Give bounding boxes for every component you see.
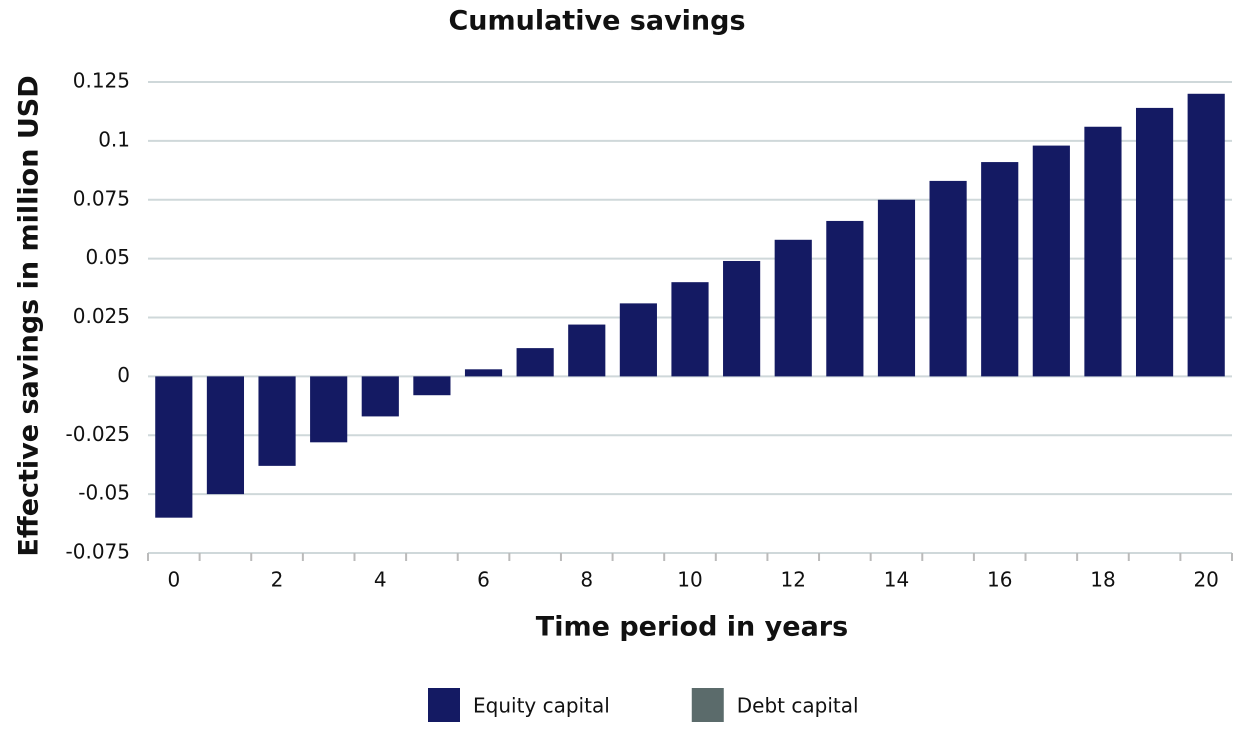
bar [310, 376, 348, 443]
chart-title: Cumulative savings [448, 6, 745, 37]
bar [981, 162, 1019, 377]
y-tick-label: 0.05 [85, 245, 130, 269]
bar [723, 260, 761, 377]
bar [877, 199, 916, 377]
y-tick-label: 0 [117, 363, 130, 387]
legend-swatch [428, 688, 460, 722]
y-tick-label: 0.1 [98, 127, 130, 151]
y-tick-label: 0.025 [73, 304, 130, 328]
x-axis-label: Time period in years [536, 612, 848, 643]
bar [1187, 93, 1225, 377]
legend-swatch [691, 688, 724, 722]
y-tick-label: 0.125 [73, 69, 130, 93]
x-tick-label: 8 [580, 568, 593, 592]
bar [413, 376, 451, 396]
bar [361, 376, 399, 417]
y-tick-label: 0.075 [73, 186, 130, 210]
bar [671, 282, 709, 377]
bar [155, 376, 193, 518]
x-tick-label: 16 [987, 568, 1012, 592]
bar [206, 376, 245, 495]
y-axis-label: Effective savings in million USD [14, 75, 45, 556]
x-tick-label: 2 [271, 568, 284, 592]
x-tick-label: 20 [1193, 568, 1218, 592]
x-tick-label: 0 [167, 568, 180, 592]
legend-label: Debt capital [737, 694, 859, 718]
x-tick-label: 10 [677, 568, 702, 592]
legend-label: Equity capital [473, 694, 610, 718]
bar [619, 303, 657, 377]
x-tick-label: 18 [1090, 568, 1115, 592]
x-tick-label: 4 [374, 568, 387, 592]
bar [258, 376, 296, 466]
x-tick-label: 6 [477, 568, 490, 592]
bar [516, 348, 554, 377]
y-tick-label: -0.05 [78, 481, 130, 505]
bar [568, 324, 606, 377]
bar [1032, 145, 1070, 377]
bar [464, 369, 503, 377]
bar [1135, 107, 1174, 377]
x-tick-label: 12 [781, 568, 806, 592]
y-tick-label: -0.025 [66, 422, 130, 446]
bar [929, 180, 967, 377]
x-tick-label: 14 [884, 568, 909, 592]
y-tick-label: -0.075 [66, 540, 130, 564]
bar [1084, 126, 1122, 377]
bar [826, 220, 864, 377]
bar [774, 239, 812, 377]
